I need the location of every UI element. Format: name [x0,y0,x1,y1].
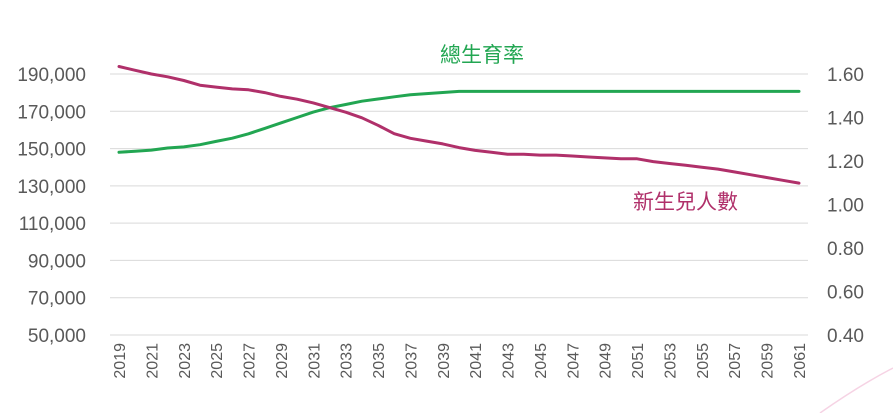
x-tick-label: 2025 [209,343,226,379]
x-tick-label: 2021 [144,343,161,379]
x-tick-label: 2055 [695,343,712,379]
series-line-0 [117,89,801,154]
x-tick-label: 2035 [371,343,388,379]
right-tick-label: 1.40 [827,109,864,130]
right-tick-label: 1.00 [827,196,864,217]
right-axis: 1.60 1.40 1.20 1.00 0.80 0.60 0.40 [827,65,864,347]
x-tick-label: 2047 [565,343,582,379]
x-tick-label: 2043 [501,343,518,379]
left-tick-label: 110,000 [19,214,86,235]
right-tick-label: 1.60 [827,65,864,86]
x-axis: 2019 2021 2023 2025 2027 2029 2031 2033 2035 2037… [112,343,809,379]
left-tick-label: 50,000 [28,326,86,347]
x-tick-label: 2037 [403,343,420,379]
right-tick-label: 0.40 [827,326,864,347]
x-tick-label: 2057 [727,343,744,379]
right-tick-label: 1.20 [827,152,864,173]
series-label-fertility: 總生育率 [440,43,524,67]
left-tick-label: 90,000 [28,251,86,272]
series-lines [117,65,801,185]
x-tick-label: 2041 [468,343,485,379]
x-tick-label: 2059 [760,343,777,379]
x-tick-label: 2045 [533,343,550,379]
x-tick-label: 2039 [436,343,453,379]
series-line-1 [117,65,801,185]
left-tick-label: 150,000 [17,140,86,161]
left-tick-label: 70,000 [28,289,86,310]
x-tick-label: 2053 [662,343,679,379]
x-tick-label: 2019 [112,343,129,379]
decorative-corner-curve [819,367,893,413]
x-tick-label: 2061 [792,343,809,379]
left-tick-label: 170,000 [17,102,86,123]
x-tick-label: 2051 [630,343,647,379]
x-tick-label: 2027 [242,343,259,379]
left-tick-label: 130,000 [17,177,86,198]
left-tick-label: 190,000 [17,65,86,86]
x-tick-label: 2049 [598,343,615,379]
x-tick-label: 2033 [339,343,356,379]
x-tick-label: 2029 [274,343,291,379]
left-axis: 190,000 170,000 150,000 130,000 110,000 90,00… [17,65,86,347]
right-tick-label: 0.80 [827,239,864,260]
x-tick-label: 2023 [177,343,194,379]
right-tick-label: 0.60 [827,283,864,304]
x-tick-label: 2031 [306,343,323,379]
series-label-births: 新生兒人數 [633,190,738,214]
